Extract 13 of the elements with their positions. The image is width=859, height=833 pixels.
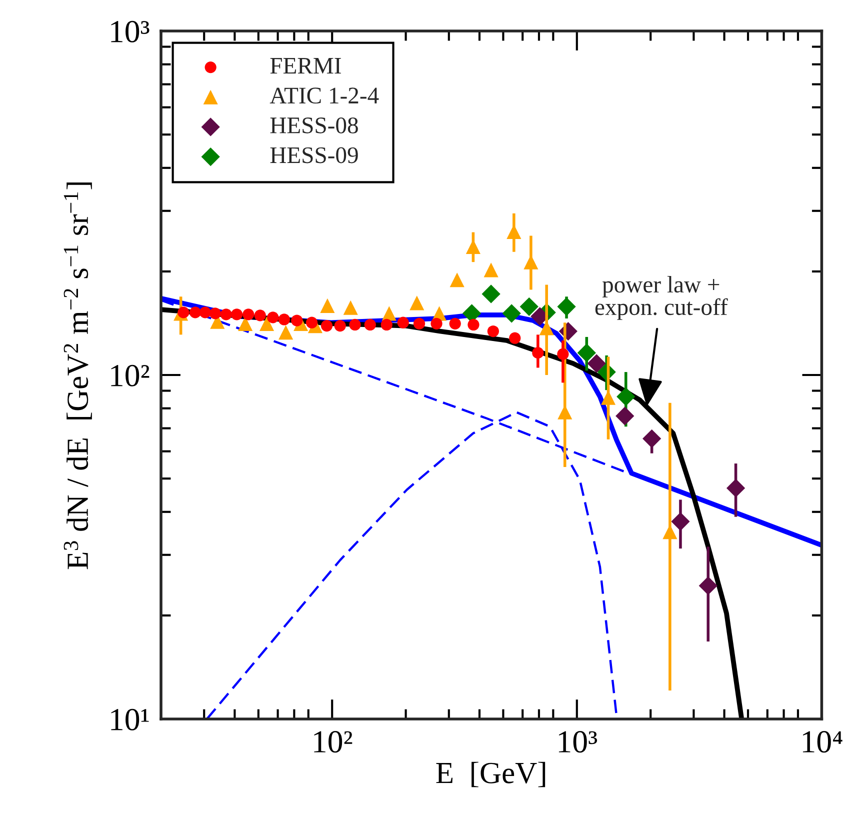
legend-label: HESS-09 xyxy=(270,147,358,164)
text: E$^{3}$ dN / dE [GeV$^{2}$ m$^{−2}$ s$^{−1}$ sr$^{−1}$] xyxy=(64,182,92,570)
y-tick-label: 10¹ xyxy=(111,708,149,730)
x-axis-title: E [GeV] xyxy=(436,762,546,788)
y-tick-label: 10² xyxy=(111,364,150,386)
legend-label: HESS-08 xyxy=(270,117,358,134)
legend-label: FERMI xyxy=(270,58,341,74)
x-tick-label: 10⁴ xyxy=(802,731,842,753)
y-tick-label: 10³ xyxy=(111,20,150,42)
x-tick-label: 10³ xyxy=(558,731,598,753)
x-tick-label: 10² xyxy=(314,731,352,753)
legend-label: ATIC 1-2-4 xyxy=(270,88,379,104)
annotation: power law + expon. cut-off xyxy=(595,276,728,320)
